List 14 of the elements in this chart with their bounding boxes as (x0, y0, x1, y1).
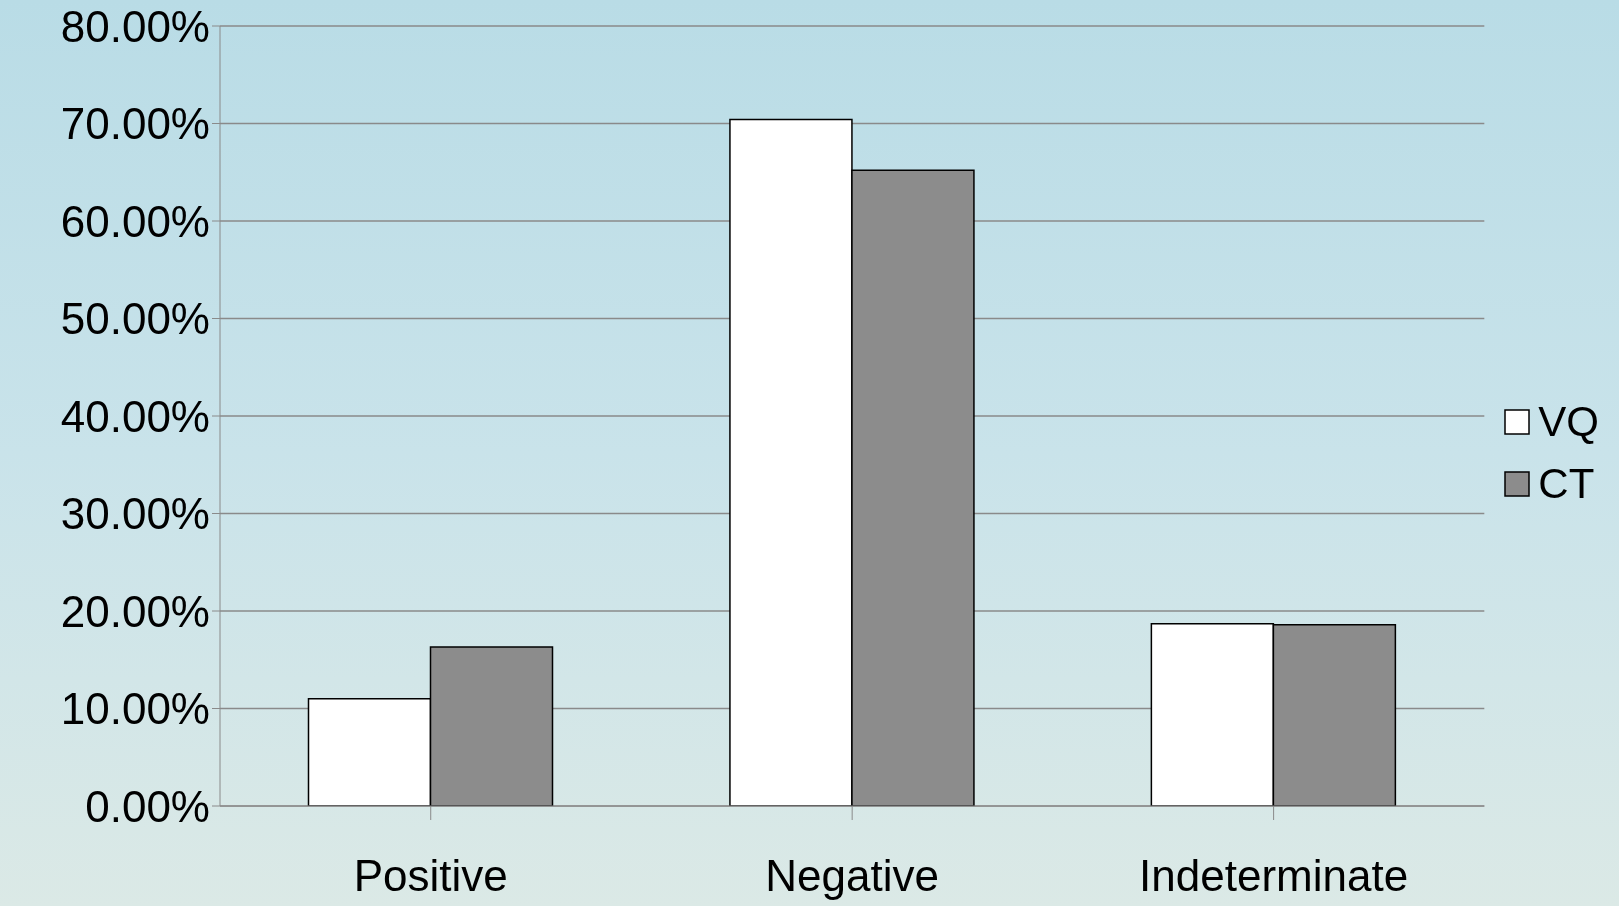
y-tick-label: 20.00% (60, 586, 210, 636)
x-tick-label: Indeterminate (1139, 851, 1409, 901)
y-tick-label: 80.00% (60, 1, 210, 51)
legend-label: VQ (1538, 398, 1599, 446)
y-tick-label: 70.00% (60, 99, 210, 149)
x-tick-label: Positive (353, 851, 508, 901)
x-tick-label: Negative (765, 851, 939, 901)
y-tick-label: 10.00% (60, 684, 210, 734)
y-tick-label: 0.00% (85, 781, 210, 831)
y-tick-label: 60.00% (60, 196, 210, 246)
y-tick-label: 30.00% (60, 489, 210, 539)
legend-label: CT (1538, 460, 1595, 508)
y-tick-label: 50.00% (60, 294, 210, 344)
y-tick-label: 40.00% (60, 391, 210, 441)
